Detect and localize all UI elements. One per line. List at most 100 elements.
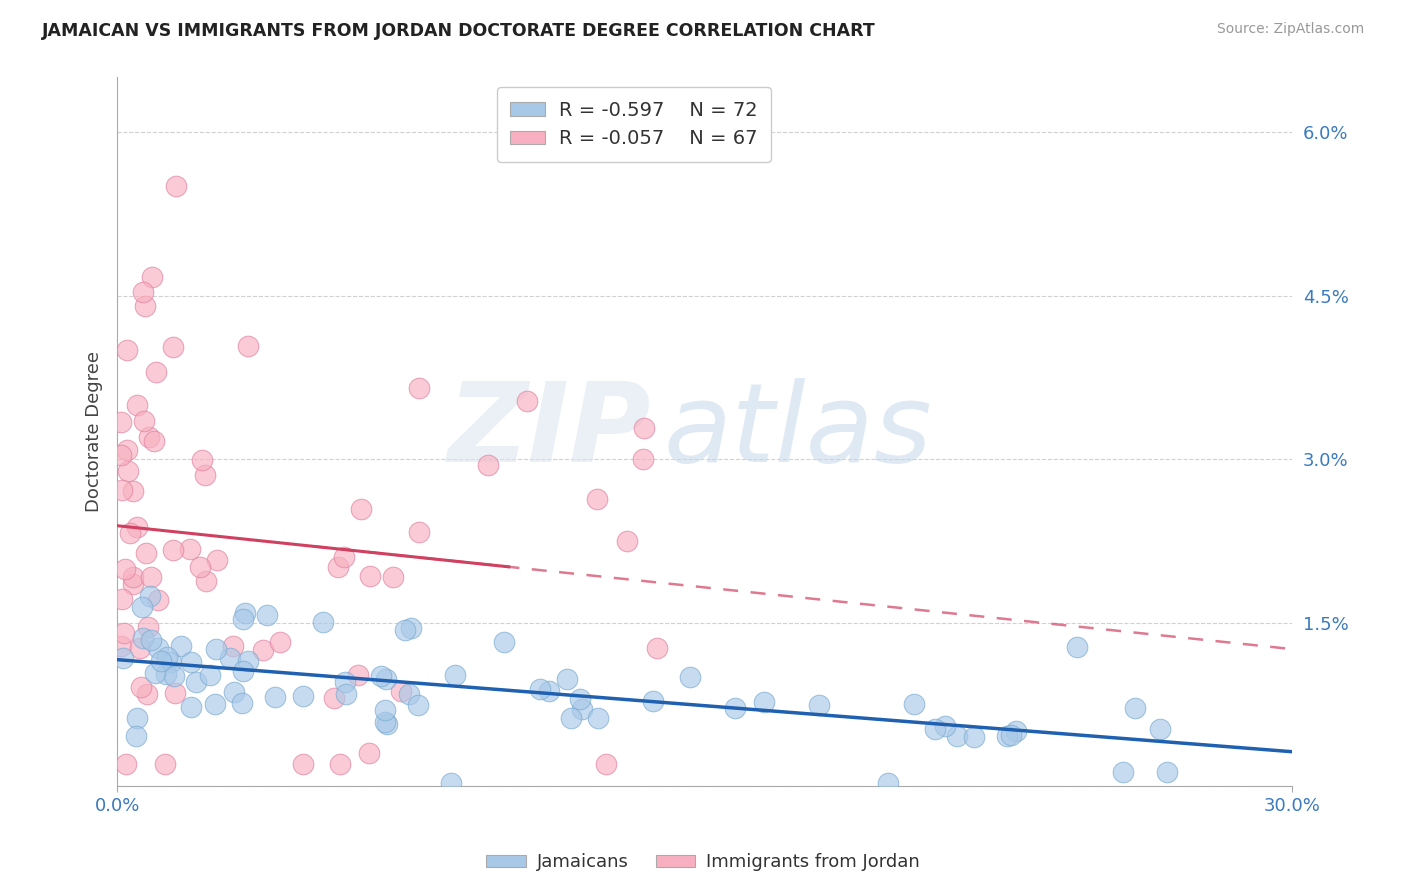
Point <box>406 698 429 712</box>
Point <box>329 757 352 772</box>
Point <box>333 674 356 689</box>
Point <box>269 634 291 648</box>
Point <box>128 641 150 656</box>
Point <box>568 692 591 706</box>
Point <box>252 643 274 657</box>
Point <box>588 711 610 725</box>
Point <box>645 641 668 656</box>
Point <box>110 415 132 429</box>
Point <box>146 592 169 607</box>
Point <box>136 687 159 701</box>
Point <box>139 570 162 584</box>
Point <box>204 641 226 656</box>
Point <box>332 549 354 564</box>
Point <box>160 655 183 669</box>
Point <box>1125 701 1147 715</box>
Point <box>134 414 156 428</box>
Point <box>114 562 136 576</box>
Point <box>141 269 163 284</box>
Point <box>112 650 135 665</box>
Point <box>184 674 207 689</box>
Point <box>557 673 579 687</box>
Point <box>292 757 315 772</box>
Point <box>724 700 747 714</box>
Point <box>477 458 499 472</box>
Point <box>807 698 830 712</box>
Point <box>115 443 138 458</box>
Point <box>256 608 278 623</box>
Point <box>125 711 148 725</box>
Point <box>374 714 396 729</box>
Point <box>1066 640 1088 654</box>
Point <box>191 453 214 467</box>
Text: atlas: atlas <box>664 378 932 485</box>
Point <box>633 451 655 466</box>
Point <box>350 502 373 516</box>
Point <box>155 667 177 681</box>
Point <box>110 639 132 653</box>
Point <box>134 300 156 314</box>
Point <box>233 606 256 620</box>
Point <box>335 687 357 701</box>
Point <box>232 612 254 626</box>
Point <box>165 179 187 194</box>
Point <box>323 691 346 706</box>
Y-axis label: Doctorate Degree: Doctorate Degree <box>86 351 103 512</box>
Point <box>679 670 702 684</box>
Point <box>401 621 423 635</box>
Point <box>122 484 145 499</box>
Point <box>643 694 665 708</box>
Point <box>328 560 350 574</box>
Point <box>492 635 515 649</box>
Point <box>162 543 184 558</box>
Point <box>312 615 335 629</box>
Point <box>752 695 775 709</box>
Legend: R = -0.597    N = 72, R = -0.057    N = 67: R = -0.597 N = 72, R = -0.057 N = 67 <box>496 87 772 162</box>
Text: Source: ZipAtlas.com: Source: ZipAtlas.com <box>1216 22 1364 37</box>
Point <box>122 576 145 591</box>
Point <box>170 639 193 653</box>
Point <box>443 668 465 682</box>
Point <box>962 730 984 744</box>
Point <box>238 654 260 668</box>
Point <box>145 665 167 680</box>
Point <box>370 669 392 683</box>
Point <box>198 668 221 682</box>
Point <box>633 421 655 435</box>
Point <box>141 632 163 647</box>
Point <box>394 623 416 637</box>
Text: JAMAICAN VS IMMIGRANTS FROM JORDAN DOCTORATE DEGREE CORRELATION CHART: JAMAICAN VS IMMIGRANTS FROM JORDAN DOCTO… <box>42 22 876 40</box>
Point <box>236 339 259 353</box>
Point <box>408 525 430 540</box>
Point <box>138 430 160 444</box>
Point <box>381 570 404 584</box>
Point <box>180 655 202 669</box>
Point <box>1004 724 1026 739</box>
Point <box>357 746 380 760</box>
Point <box>188 560 211 574</box>
Point <box>117 464 139 478</box>
Point <box>440 776 463 790</box>
Point <box>222 640 245 654</box>
Point <box>110 448 132 462</box>
Point <box>222 685 245 699</box>
Point <box>291 689 314 703</box>
Point <box>595 757 617 772</box>
Point <box>148 641 170 656</box>
Point <box>145 365 167 379</box>
Point <box>129 680 152 694</box>
Text: ZIP: ZIP <box>449 378 651 485</box>
Point <box>585 492 607 507</box>
Point <box>156 649 179 664</box>
Point <box>374 703 396 717</box>
Point <box>115 757 138 772</box>
Point <box>112 625 135 640</box>
Point <box>375 672 398 686</box>
Point <box>204 697 226 711</box>
Point <box>120 526 142 541</box>
Point <box>903 698 925 712</box>
Point <box>359 569 381 583</box>
Point <box>111 592 134 607</box>
Point <box>408 381 430 395</box>
Point <box>389 684 412 698</box>
